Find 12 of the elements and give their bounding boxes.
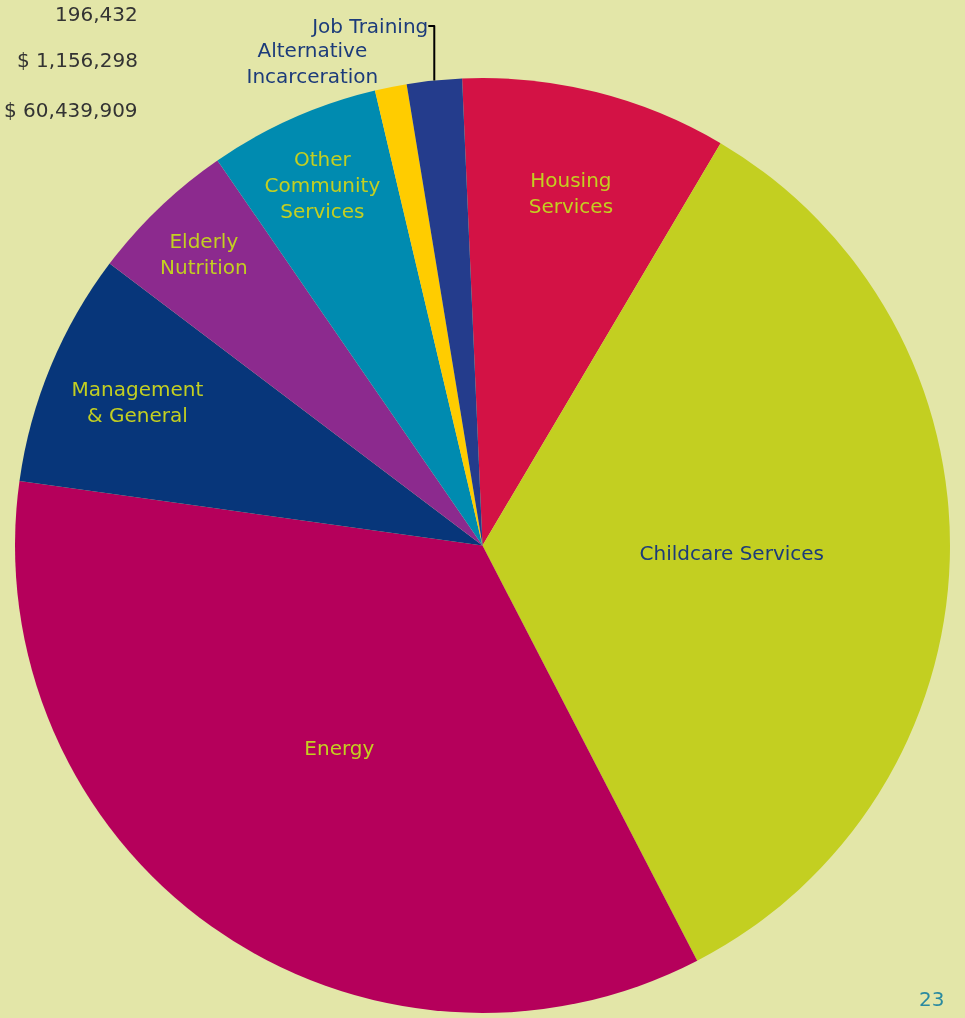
slice-label: Energy	[304, 735, 375, 760]
slice-label: Elderly Nutrition	[160, 229, 248, 280]
text: $ 60,439,909	[4, 98, 138, 122]
text: 196,432	[55, 2, 138, 26]
slice-label: Alternative Incarceration	[246, 38, 379, 89]
slice-label: Housing Services	[528, 167, 614, 218]
slice-label: Job Training	[310, 14, 429, 39]
slice-label: Childcare Services	[639, 540, 824, 565]
text: $ 1,156,298	[17, 48, 138, 72]
slice-label: Management & General	[71, 377, 204, 428]
slice-label: Other Community Services	[264, 146, 381, 223]
text: 23	[919, 987, 945, 1011]
